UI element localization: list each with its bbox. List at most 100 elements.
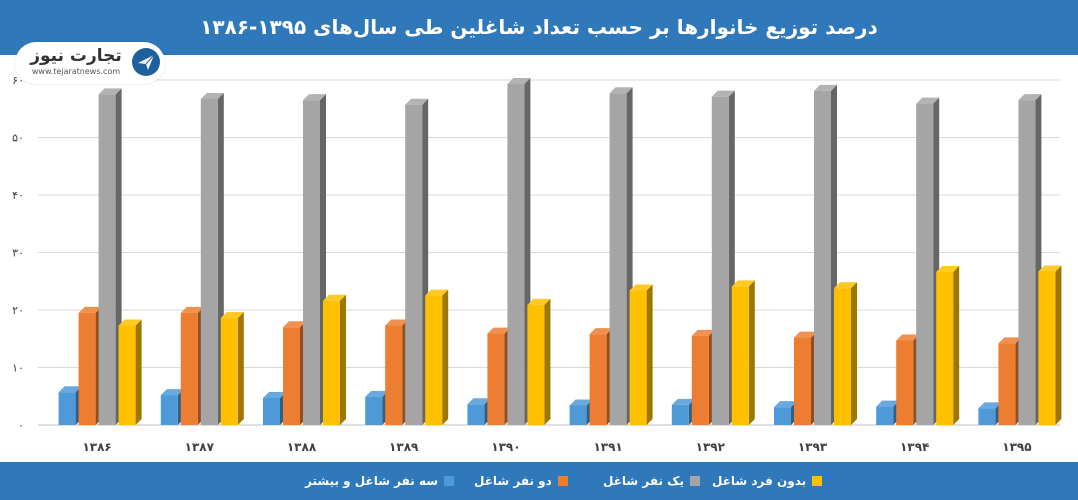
bar	[834, 288, 851, 425]
bar-top	[691, 329, 715, 336]
bar-top	[1018, 94, 1042, 101]
bar-top	[569, 399, 593, 406]
bar	[78, 312, 96, 425]
logo-url-text: www.tejaratnews.com	[31, 67, 121, 76]
bar	[998, 343, 1016, 425]
bar-top	[507, 78, 531, 85]
bar-side	[851, 282, 857, 425]
legend-swatch	[812, 476, 823, 486]
bar-top	[896, 334, 920, 341]
y-tick-label: ۱۰	[12, 362, 24, 375]
chart-title: درصد توزیع خانوارها بر حسب تعداد شاغلین …	[200, 15, 878, 39]
bar	[98, 94, 116, 425]
logo-brand-text: تجارت نیوز	[30, 46, 122, 66]
y-tick-label: ۶۰	[12, 74, 24, 87]
bar	[365, 396, 383, 425]
legend-item-none: بدون فرد شاغل	[712, 462, 823, 500]
bar-side	[237, 312, 244, 425]
bar-top	[1038, 265, 1062, 272]
bar	[629, 290, 647, 425]
bar	[711, 96, 729, 426]
x-tick-label: ۱۳۹۱	[593, 440, 622, 454]
bar-top	[834, 282, 857, 289]
legend-item-two: دو نفر شاغل	[474, 462, 568, 500]
x-tick-label: ۱۳۹۲	[696, 440, 726, 454]
legend-label: دو نفر شاغل	[474, 474, 552, 488]
bar-side	[135, 319, 142, 425]
x-tick-label: ۱۳۸۸	[287, 440, 317, 454]
bar-top	[118, 319, 142, 326]
legend-swatch	[689, 476, 700, 486]
bar	[589, 334, 607, 425]
bar-side	[442, 289, 449, 425]
bar-top	[671, 398, 695, 405]
bar	[731, 286, 749, 425]
bar-top	[323, 294, 346, 301]
bar-top	[425, 289, 449, 296]
x-tick-label: ۱۳۹۵	[1002, 440, 1031, 454]
bar-top	[589, 328, 613, 335]
bar-top	[978, 402, 1002, 409]
x-tick-label: ۱۳۸۹	[389, 440, 419, 454]
bar-top	[220, 312, 244, 319]
bar	[978, 408, 996, 425]
bar-top	[263, 391, 286, 398]
bar	[323, 300, 340, 425]
paper-plane-icon	[132, 48, 160, 76]
y-tick-label: ۴۰	[12, 189, 24, 202]
y-tick-label: ۰	[18, 419, 24, 432]
bar	[507, 84, 525, 426]
brand-logo: تجارت نیوز www.tejaratnews.com	[15, 42, 165, 84]
bar	[58, 392, 76, 425]
bar-top	[998, 337, 1022, 344]
bar	[936, 272, 954, 425]
bar-top	[303, 94, 326, 101]
bar	[794, 337, 811, 425]
bar-top	[916, 97, 940, 104]
legend-item-one: یک نفر شاغل	[603, 462, 700, 500]
bar-top	[200, 92, 224, 99]
bar-top	[365, 390, 389, 397]
title-bar: درصد توزیع خانوارها بر حسب تعداد شاغلین …	[0, 0, 1078, 55]
x-tick-label: ۱۳۸۶	[82, 440, 111, 454]
y-tick-label: ۲۰	[12, 304, 24, 317]
bar-side	[340, 294, 346, 425]
bar-top	[629, 284, 653, 291]
bar-side	[953, 266, 960, 425]
bar	[916, 103, 934, 425]
legend-item-three-plus: سه نفر شاغل و بیشتر	[305, 462, 455, 500]
bar-top	[160, 389, 184, 396]
bar-top	[385, 319, 409, 326]
x-tick-label: ۱۳۹۳	[798, 440, 828, 454]
bar	[385, 325, 403, 425]
y-tick-label: ۳۰	[12, 247, 24, 260]
bar-top	[283, 321, 306, 328]
bar-top	[609, 87, 633, 94]
bar-top	[527, 298, 551, 305]
legend-label: یک نفر شاغل	[603, 474, 684, 488]
bar-top	[58, 386, 82, 393]
legend-swatch	[557, 476, 568, 486]
bar	[1018, 100, 1036, 425]
legend-label: بدون فرد شاغل	[712, 474, 807, 488]
x-tick-label: ۱۳۹۰	[491, 440, 520, 454]
bar-top	[711, 90, 735, 97]
bar	[691, 335, 709, 425]
bar-side	[748, 280, 755, 425]
bar-top	[98, 88, 122, 95]
bar	[118, 325, 136, 425]
bar-top	[774, 401, 797, 408]
bar-top	[794, 331, 817, 338]
bar-side	[1055, 265, 1062, 425]
bar-top	[814, 84, 837, 91]
bar	[283, 327, 300, 425]
bar-top	[876, 400, 900, 407]
bar-top	[78, 306, 102, 313]
bar-side	[646, 284, 653, 425]
bar	[774, 407, 791, 425]
legend-swatch	[444, 476, 455, 486]
bar-top	[936, 266, 960, 273]
bar	[180, 312, 198, 425]
